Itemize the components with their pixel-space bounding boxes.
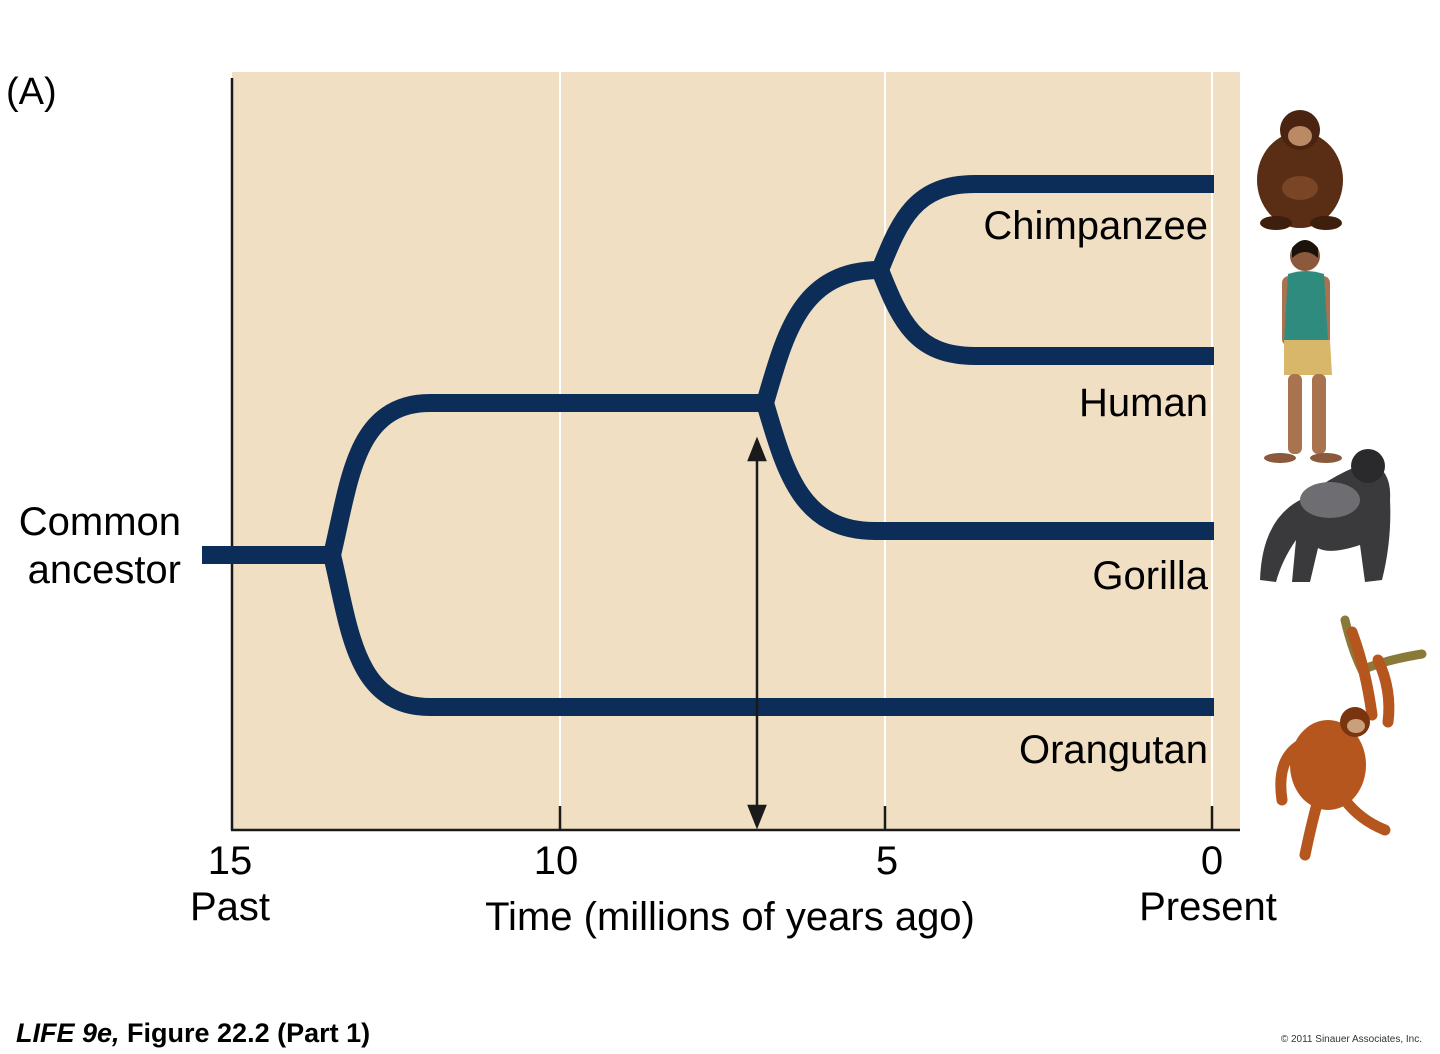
figure-caption: LIFE 9e, Figure 22.2 (Part 1) xyxy=(16,1018,370,1048)
panel-label: (A) xyxy=(6,71,57,113)
tick-label-15: 15 xyxy=(208,839,253,883)
caption-italic: LIFE 9e, xyxy=(16,1018,120,1048)
axis-title: Time (millions of years ago) xyxy=(485,895,975,939)
branch-chimpanzee xyxy=(871,175,1214,274)
branch-gorilla xyxy=(756,400,1214,540)
taxon-label-chimpanzee: Chimpanzee xyxy=(983,204,1208,248)
branch-to-ape-clade xyxy=(323,394,765,558)
copyright-notice: © 2011 Sinauer Associates, Inc. xyxy=(1281,1034,1422,1045)
orangutan-icon xyxy=(1275,615,1427,861)
tree-branches xyxy=(202,175,1214,716)
arrow-head-up xyxy=(747,436,767,462)
branch-human xyxy=(871,266,1214,365)
axis-label-present: Present xyxy=(1139,885,1277,929)
human-icon xyxy=(1264,240,1342,463)
axis-label-past: Past xyxy=(190,885,270,929)
axes xyxy=(230,78,1240,832)
root-label-line2: ancestor xyxy=(28,548,181,592)
divergence-arrow xyxy=(747,436,767,830)
root-label-line1: Common xyxy=(19,500,181,544)
tick-label-10: 10 xyxy=(534,839,579,883)
tick-label-5: 5 xyxy=(876,839,898,883)
arrow-head-down xyxy=(747,804,767,830)
gorilla-icon xyxy=(1260,449,1391,582)
caption-rest: Figure 22.2 (Part 1) xyxy=(120,1018,371,1048)
taxon-label-orangutan: Orangutan xyxy=(1019,728,1208,772)
chimpanzee-icon xyxy=(1257,110,1343,230)
taxon-label-gorilla: Gorilla xyxy=(1092,554,1208,598)
branch-orangutan xyxy=(323,552,1214,716)
tick-label-0: 0 xyxy=(1201,839,1223,883)
branch-to-chimp-human xyxy=(756,261,881,406)
taxon-label-human: Human xyxy=(1079,381,1208,425)
